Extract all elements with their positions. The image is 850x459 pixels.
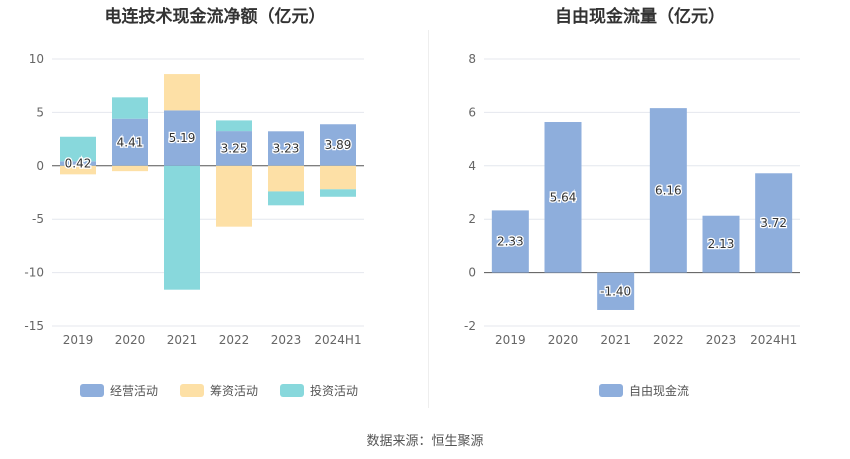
fcf-xtick-label: 2023 (706, 333, 737, 347)
cashflow-bar-financing (112, 165, 148, 172)
cashflow-bar-operating (268, 131, 304, 166)
cashflow-bar-operating (112, 118, 148, 166)
right-chart-legend: 自由现金流 (599, 382, 711, 399)
cashflow-ytick-label: -15 (24, 319, 44, 333)
cashflow-data-label: 5.19 (169, 131, 196, 145)
cashflow-bar-operating (60, 161, 96, 166)
cashflow-data-label: 3.25 (221, 141, 248, 155)
chart-divider (428, 30, 429, 408)
legend-label-operating: 经营活动 (110, 384, 159, 398)
fcf-bar-free-cash-flow (491, 210, 529, 273)
fcf-xtick-label: 2020 (548, 333, 579, 347)
cashflow-bar-investing (60, 136, 96, 162)
fcf-xtick-label: 2024H1 (750, 333, 797, 347)
cashflow-bar-investing (112, 97, 148, 119)
cashflow-bar-operating (216, 131, 252, 166)
fcf-data-label: 6.16 (655, 183, 682, 197)
legend-item-investing[interactable]: 投资活动 (280, 382, 358, 399)
legend-swatch-investing (280, 384, 305, 397)
right-chart-title: 自由现金流量（亿元） (555, 7, 725, 27)
cashflow-bar-investing (216, 120, 252, 132)
cashflow-data-label: 0.42 (65, 157, 92, 171)
cashflow-xtick-label: 2021 (167, 333, 198, 347)
cashflow-bar-operating (164, 110, 200, 166)
legend-swatch-free-cash-flow (599, 384, 623, 397)
cashflow-ytick-label: 10 (29, 52, 44, 66)
legend-label-financing: 筹资活动 (210, 384, 259, 398)
cashflow-xtick-label: 2022 (219, 333, 250, 347)
cashflow-xtick-label: 2023 (271, 333, 302, 347)
cashflow-bar-financing (216, 165, 252, 227)
fcf-xtick-label: 2022 (653, 333, 684, 347)
cashflow-ytick-label: -10 (24, 266, 44, 280)
fcf-ytick-label: 4 (468, 159, 476, 173)
fcf-bar-free-cash-flow (649, 108, 687, 273)
cashflow-bar-investing (164, 165, 200, 290)
fcf-data-label: 2.33 (497, 234, 524, 248)
cashflow-data-label: 3.89 (325, 138, 352, 152)
cashflow-ytick-label: -5 (32, 212, 44, 226)
cashflow-bar-financing (268, 165, 304, 192)
fcf-ytick-label: 0 (468, 266, 476, 280)
legend-item-free-cash-flow[interactable]: 自由现金流 (599, 382, 689, 399)
left-chart-legend: 经营活动 筹资活动 投资活动 (80, 382, 380, 399)
cashflow-data-label: 3.23 (273, 142, 300, 156)
fcf-bar-free-cash-flow (702, 215, 740, 273)
cashflow-data-label: 4.41 (117, 135, 144, 149)
source-note: 数据来源：恒生聚源 (366, 434, 484, 449)
fcf-bar-free-cash-flow (755, 173, 793, 273)
cashflow-bar-financing (320, 165, 356, 190)
legend-label-investing: 投资活动 (310, 384, 359, 398)
fcf-xtick-label: 2021 (600, 333, 631, 347)
fcf-data-label: 2.13 (708, 237, 735, 251)
legend-item-financing[interactable]: 筹资活动 (180, 382, 258, 399)
legend-label-free-cash-flow: 自由现金流 (629, 384, 690, 398)
legend-item-operating[interactable]: 经营活动 (80, 382, 158, 399)
cashflow-bar-investing (268, 191, 304, 206)
cashflow-ytick-label: 5 (36, 105, 44, 119)
cashflow-bar-investing (320, 189, 356, 197)
legend-swatch-financing (180, 384, 205, 397)
fcf-ytick-label: 2 (468, 212, 476, 226)
cashflow-xtick-label: 2020 (115, 333, 146, 347)
fcf-ytick-label: -2 (464, 319, 476, 333)
cashflow-ytick-label: 0 (36, 159, 44, 173)
fcf-data-label: 3.72 (760, 216, 787, 230)
cashflow-xtick-label: 2024H1 (314, 333, 361, 347)
left-chart-title: 电连技术现金流净额（亿元） (104, 7, 326, 27)
fcf-data-label: 5.64 (550, 190, 577, 204)
fcf-data-label: -1.40 (600, 284, 631, 298)
cashflow-bar-financing (164, 74, 200, 111)
cashflow-bar-operating (320, 124, 356, 166)
fcf-bar-free-cash-flow (597, 272, 635, 310)
fcf-bar-free-cash-flow (544, 122, 582, 273)
cashflow-xtick-label: 2019 (63, 333, 94, 347)
fcf-xtick-label: 2019 (495, 333, 526, 347)
fcf-ytick-label: 6 (468, 105, 476, 119)
cashflow-bar-financing (60, 165, 96, 175)
legend-swatch-operating (80, 384, 104, 397)
fcf-ytick-label: 8 (468, 52, 476, 66)
